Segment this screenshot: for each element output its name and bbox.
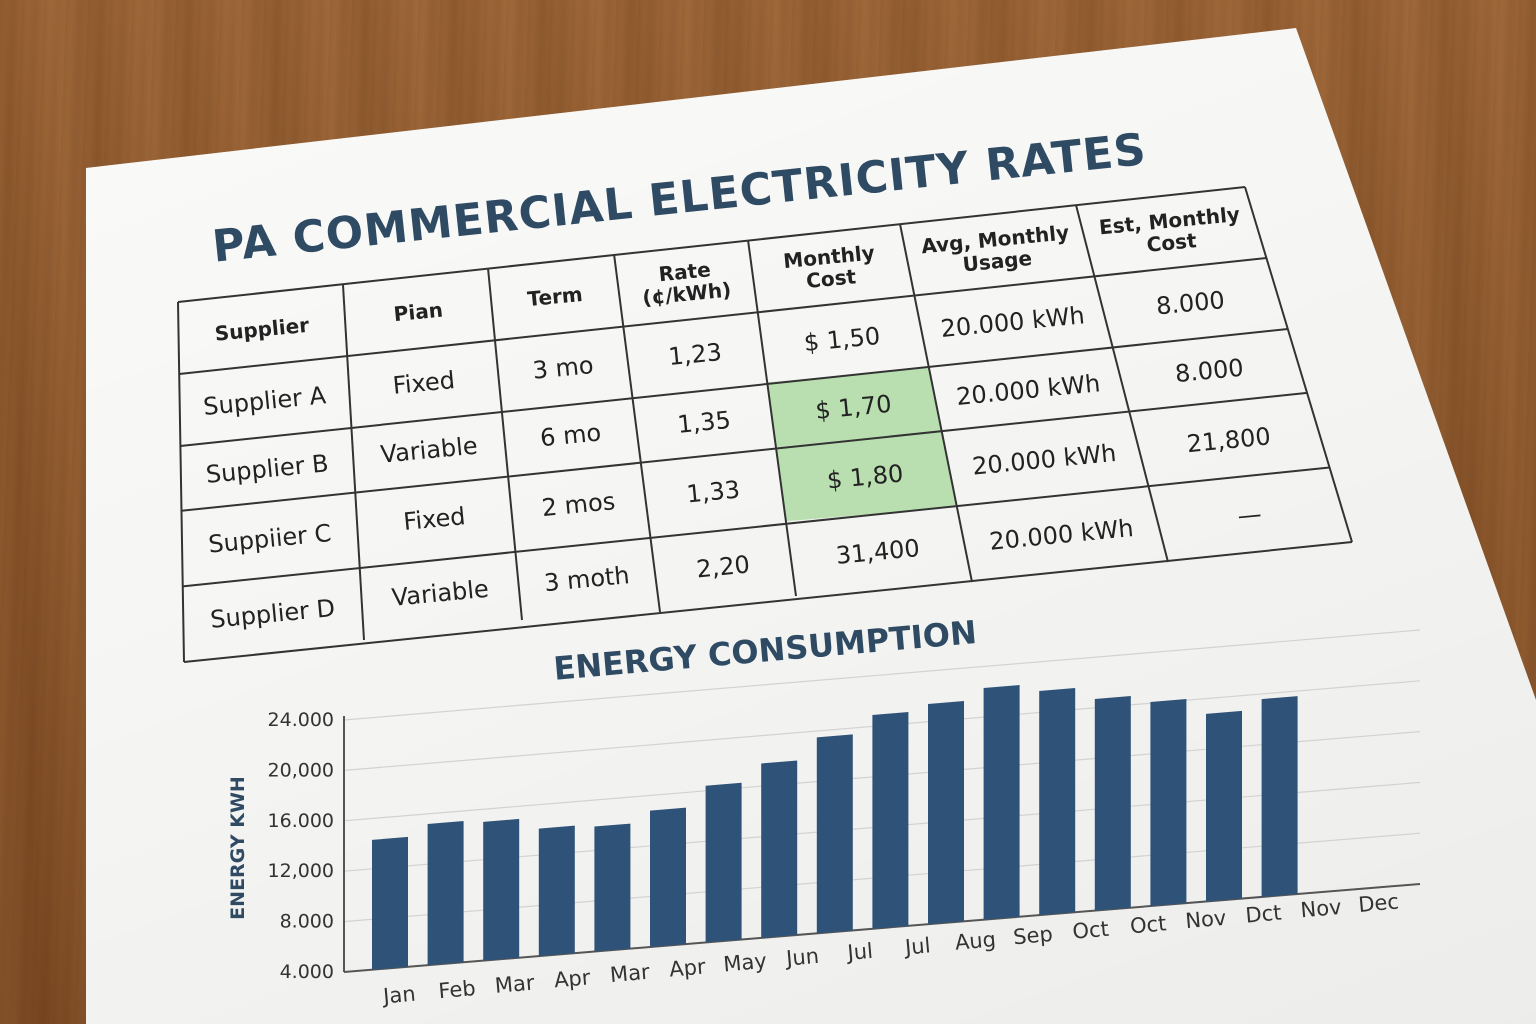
svg-text:Fixed: Fixed xyxy=(402,502,467,536)
x-tick-label: Oct xyxy=(1129,911,1167,938)
table-row-line xyxy=(177,186,1246,303)
bar xyxy=(816,734,853,934)
table-cell: Fixed xyxy=(391,366,456,400)
svg-text:8.000: 8.000 xyxy=(1155,286,1226,320)
bar xyxy=(705,782,742,943)
table-cell: 2 mos xyxy=(541,487,617,522)
x-tick-label: Mar xyxy=(494,971,536,998)
grid-line xyxy=(343,629,1421,721)
table-column-line xyxy=(487,267,523,621)
y-axis-label: ENERGY KWH xyxy=(227,776,249,920)
x-tick-label: Aug xyxy=(954,927,997,954)
table-cell: Fixed xyxy=(402,502,467,536)
svg-text:Fixed: Fixed xyxy=(391,366,456,400)
bar xyxy=(1150,698,1187,907)
x-tick-label: Dec xyxy=(1357,890,1400,917)
table-column-line xyxy=(899,223,973,583)
bar xyxy=(1094,696,1131,911)
table-column-line xyxy=(747,239,797,597)
bar xyxy=(372,836,408,970)
highlighted-cell xyxy=(767,367,942,447)
table-column-line xyxy=(613,253,661,613)
table-cell: 8.000 xyxy=(1174,354,1245,388)
bar xyxy=(983,685,1020,920)
y-tick-label: 12,000 xyxy=(268,860,334,882)
bar xyxy=(761,760,798,938)
svg-text:Rate: Rate xyxy=(658,257,712,286)
table-cell: 2,20 xyxy=(695,550,751,583)
bar xyxy=(427,820,464,966)
svg-text:Cost: Cost xyxy=(1146,228,1198,257)
x-tick-label: Jun xyxy=(783,944,820,971)
table-column-line xyxy=(177,301,185,663)
y-tick-label: 16.000 xyxy=(268,810,334,832)
table-row-line xyxy=(181,391,1308,512)
table-header-cell: Term xyxy=(526,282,583,311)
bar xyxy=(538,825,575,957)
table-column-line xyxy=(342,284,365,641)
table-row-line xyxy=(179,257,1267,375)
y-tick-label: 20,000 xyxy=(268,759,334,781)
y-tick-label: 24.000 xyxy=(268,709,334,731)
x-tick-label: Nov xyxy=(1300,895,1343,922)
svg-text:2 mos: 2 mos xyxy=(541,487,617,522)
svg-text:—: — xyxy=(1236,500,1263,530)
x-tick-label: Jul xyxy=(845,939,874,965)
x-tick-label: Apr xyxy=(553,965,592,992)
x-tick-label: Jul xyxy=(902,933,931,959)
table-cell: 1,35 xyxy=(676,406,732,439)
y-tick-label: 8.000 xyxy=(280,911,334,933)
table-cell: 3 mo xyxy=(531,351,594,385)
x-tick-label: Nov xyxy=(1184,906,1227,933)
x-tick-label: Feb xyxy=(437,976,476,1003)
table-column-line xyxy=(1244,186,1353,543)
bar xyxy=(1039,687,1076,916)
svg-text:6 mo: 6 mo xyxy=(539,418,602,452)
bar xyxy=(928,701,964,925)
table-column-line xyxy=(1075,204,1169,563)
svg-text:1,35: 1,35 xyxy=(676,406,732,439)
x-tick-label: Apr xyxy=(668,954,707,981)
svg-text:1,33: 1,33 xyxy=(685,475,741,508)
table-cell: 8.000 xyxy=(1155,286,1226,320)
highlighted-cell xyxy=(775,431,957,522)
y-tick-label: 4.000 xyxy=(280,961,334,983)
x-tick-label: Sep xyxy=(1012,922,1054,949)
table-cell: 1,23 xyxy=(667,338,723,371)
x-tick-label: Oct xyxy=(1071,917,1109,944)
bar xyxy=(872,712,909,929)
bar xyxy=(1261,696,1298,897)
svg-text:Term: Term xyxy=(526,282,583,311)
bar xyxy=(594,823,631,952)
table-header-cell: Pian xyxy=(393,298,444,327)
bar xyxy=(1206,710,1242,902)
svg-text:Pian: Pian xyxy=(393,298,444,327)
bar xyxy=(483,818,520,961)
x-tick-label: Jan xyxy=(380,982,416,1009)
svg-text:2,20: 2,20 xyxy=(695,550,751,583)
x-tick-label: Mar xyxy=(609,960,651,987)
x-tick-label: May xyxy=(722,949,767,977)
table-cell: — xyxy=(1236,500,1263,530)
table-cell: 1,33 xyxy=(685,475,741,508)
table-row-line xyxy=(182,466,1330,588)
svg-text:Cost: Cost xyxy=(805,264,857,293)
x-tick-label: Dct xyxy=(1244,901,1282,928)
table-row-line xyxy=(180,328,1288,447)
table-cell: 6 mo xyxy=(539,418,602,452)
svg-text:1,23: 1,23 xyxy=(667,338,723,371)
table-row-line xyxy=(183,541,1353,663)
svg-text:3 mo: 3 mo xyxy=(531,351,594,385)
bar xyxy=(650,807,686,947)
svg-text:8.000: 8.000 xyxy=(1174,354,1245,388)
